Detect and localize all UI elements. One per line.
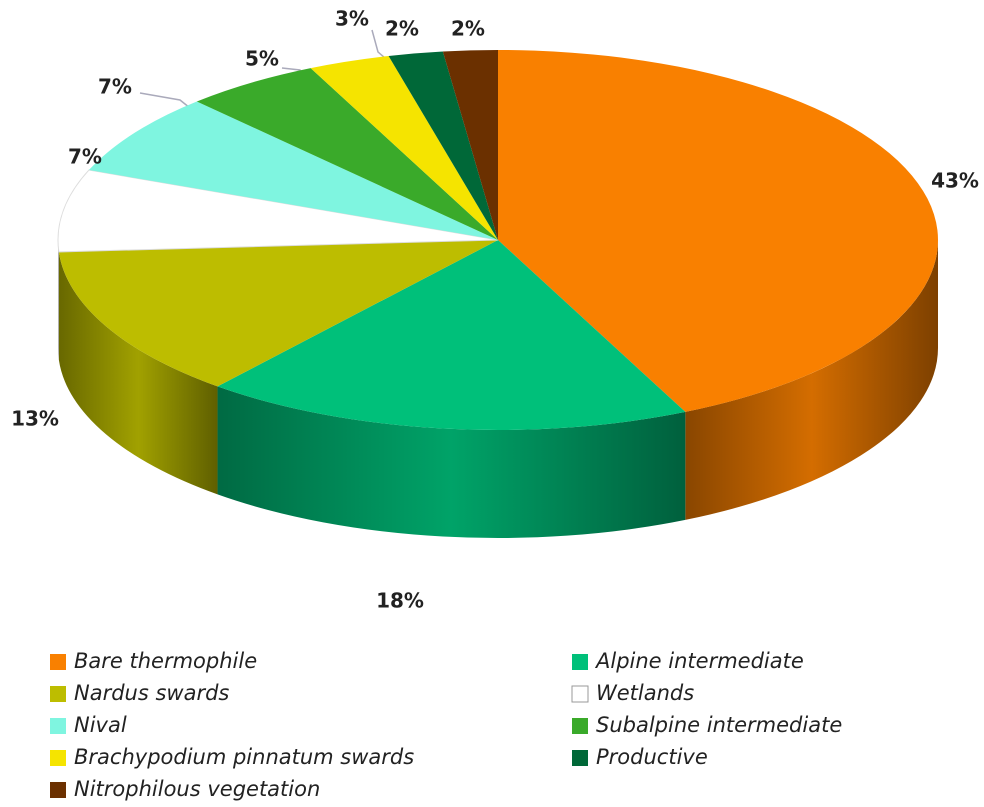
data-label: 2% bbox=[385, 17, 419, 41]
slice bbox=[88, 101, 498, 240]
legend-swatch bbox=[50, 686, 66, 702]
data-label: 13% bbox=[11, 407, 59, 431]
data-label: 7% bbox=[98, 75, 132, 99]
legend-swatch bbox=[571, 685, 589, 703]
slice-tops bbox=[57, 50, 938, 430]
slice-side bbox=[58, 240, 59, 360]
data-label: 2% bbox=[451, 17, 485, 41]
legend-swatch bbox=[50, 718, 66, 734]
slice bbox=[310, 55, 498, 240]
legend-label: Subalpine intermediate bbox=[596, 713, 842, 737]
legend-swatch bbox=[572, 718, 588, 734]
slice bbox=[442, 50, 498, 240]
data-label: 18% bbox=[376, 589, 424, 613]
slice bbox=[57, 169, 499, 253]
legend-label: Bare thermophile bbox=[74, 649, 257, 673]
slice-side bbox=[217, 386, 686, 538]
slice bbox=[498, 50, 938, 412]
legend-swatch bbox=[572, 750, 588, 766]
legend-label: Productive bbox=[596, 745, 708, 769]
leader-line bbox=[371, 29, 386, 59]
legend-swatch bbox=[50, 750, 66, 766]
slice-side bbox=[58, 251, 218, 495]
slice bbox=[58, 240, 499, 387]
legend-label: Nival bbox=[74, 713, 127, 737]
slice-side bbox=[685, 240, 938, 520]
legend-label: Brachypodium pinnatum swards bbox=[74, 745, 414, 769]
slice bbox=[388, 51, 498, 241]
data-label: 3% bbox=[335, 7, 369, 31]
legend-label: Nardus swards bbox=[74, 681, 229, 705]
legend-label: Alpine intermediate bbox=[594, 649, 804, 673]
slice-sides bbox=[58, 240, 938, 538]
data-label: 43% bbox=[931, 169, 979, 193]
legend-swatch bbox=[572, 654, 588, 670]
data-label: 7% bbox=[68, 145, 102, 169]
slice bbox=[196, 68, 499, 241]
data-label: 5% bbox=[245, 47, 279, 71]
legend-label: Nitrophilous vegetation bbox=[74, 777, 320, 801]
legend-swatch bbox=[50, 654, 66, 670]
legend-swatch bbox=[50, 782, 66, 798]
legend-label: Wetlands bbox=[596, 681, 694, 705]
slice bbox=[217, 240, 686, 430]
